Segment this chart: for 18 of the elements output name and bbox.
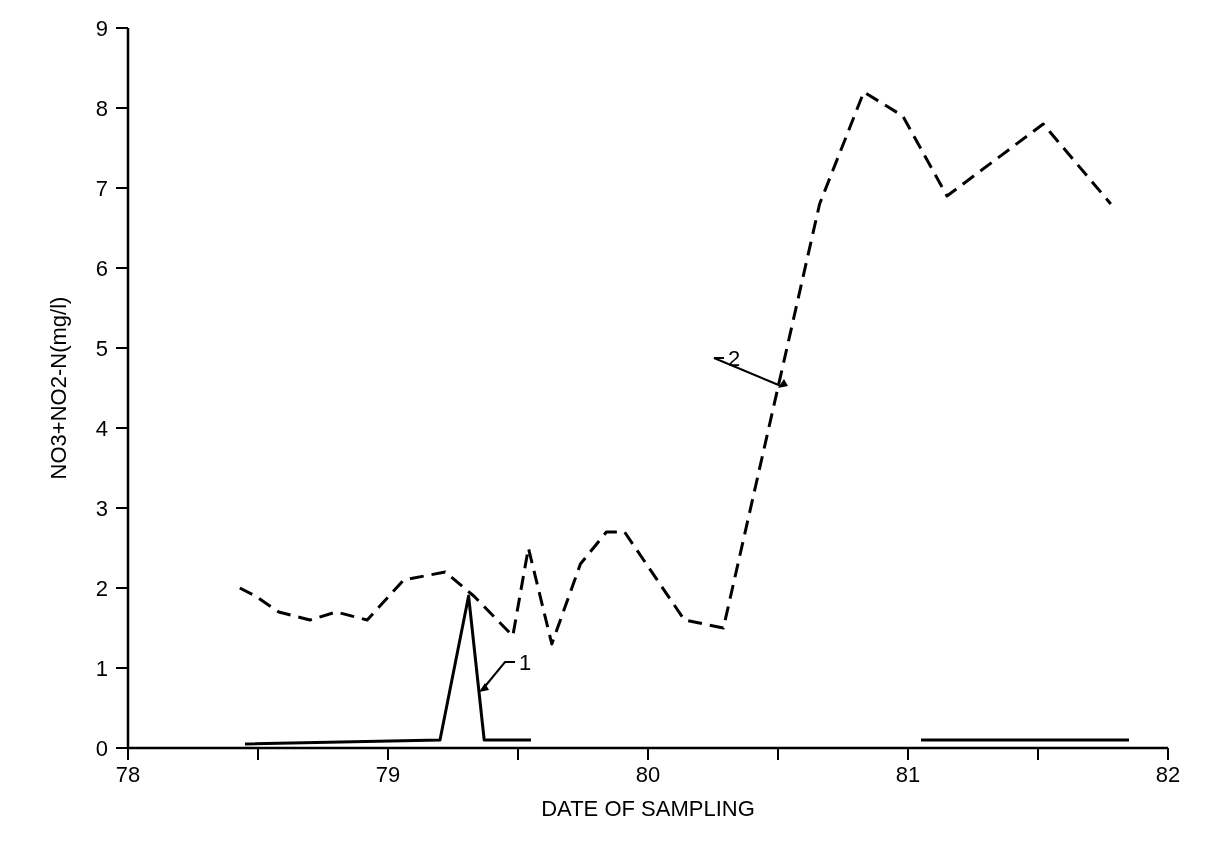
- y-tick-label: 0: [95, 736, 108, 761]
- y-tick-label: 3: [95, 496, 108, 521]
- y-tick-label: 8: [95, 96, 108, 121]
- x-axis-title: DATE OF SAMPLING: [541, 796, 755, 821]
- x-tick-label: 79: [375, 762, 401, 787]
- annotation: 1: [519, 650, 532, 675]
- y-tick-label: 4: [95, 416, 108, 441]
- y-tick-label: 9: [95, 16, 108, 41]
- x-tick-label: 80: [635, 762, 661, 787]
- y-axis-title: NO3+NO2-N(mg/l): [46, 296, 71, 480]
- y-tick-label: 7: [95, 176, 108, 201]
- y-tick-label: 5: [95, 336, 108, 361]
- x-tick-label: 78: [115, 762, 141, 787]
- y-tick-label: 2: [95, 576, 108, 601]
- y-tick-label: 6: [95, 256, 108, 281]
- y-tick-label: 1: [95, 656, 108, 681]
- x-tick-label: 82: [1155, 762, 1181, 787]
- x-tick-label: 81: [895, 762, 921, 787]
